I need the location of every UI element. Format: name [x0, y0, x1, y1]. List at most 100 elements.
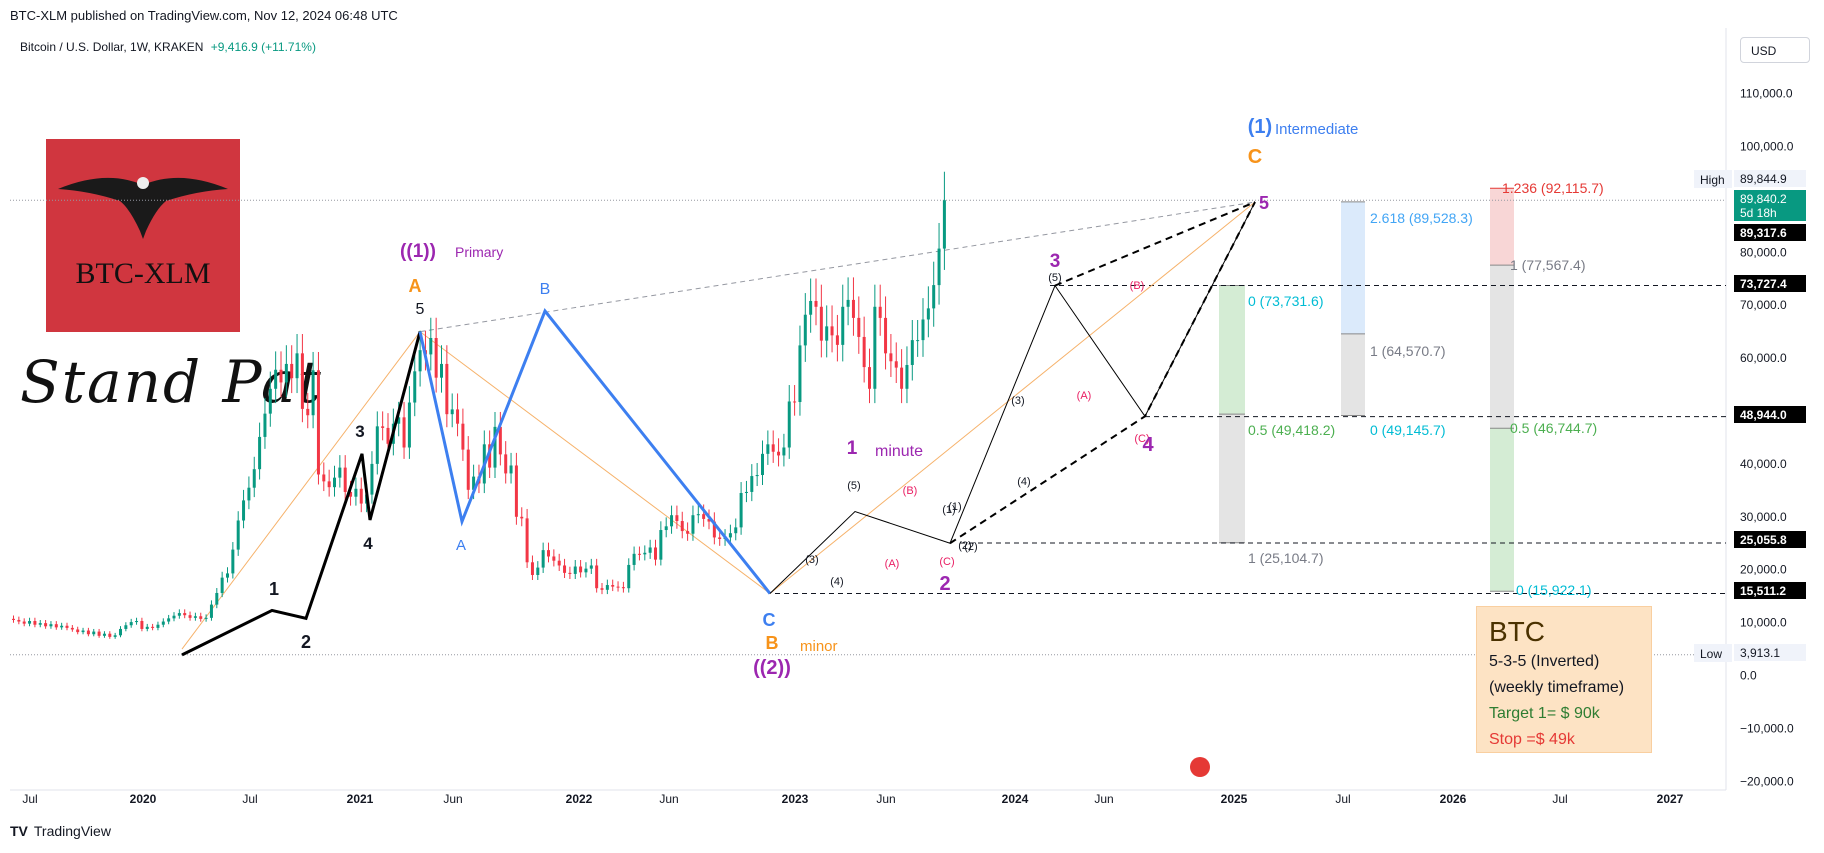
wave-label: 1	[269, 579, 279, 599]
candle-body	[429, 337, 433, 355]
candle-body	[488, 444, 492, 468]
price-tag-bg	[1734, 406, 1806, 423]
candle-body	[536, 567, 540, 575]
candle-body	[664, 526, 668, 531]
channel-lower-line	[949, 201, 1256, 545]
x-tick-label: Jun	[443, 792, 462, 806]
candle-body	[563, 565, 567, 573]
brand-logo: BTC-XLM	[46, 139, 240, 332]
candle-body	[605, 585, 609, 590]
wave-label: B	[540, 281, 551, 298]
currency-button[interactable]: USD	[1740, 37, 1810, 63]
x-tick-label: Jun	[876, 792, 895, 806]
candle-body	[386, 427, 390, 444]
candle-body	[509, 465, 513, 474]
wave-label: 4	[363, 534, 373, 553]
footer: TV TradingView	[10, 823, 111, 839]
candle-body	[397, 417, 401, 424]
candle-body	[274, 369, 278, 389]
candle-body	[236, 520, 240, 550]
candle-body	[49, 624, 53, 627]
candle-body	[349, 491, 353, 497]
candle-body	[65, 625, 69, 628]
candle-body	[28, 621, 32, 624]
candle-body	[17, 619, 21, 622]
y-tick-label: −20,000.0	[1740, 774, 1794, 788]
candle-body	[209, 604, 213, 618]
fib-zone-grey-2	[1341, 333, 1365, 416]
candle-body	[654, 547, 657, 560]
x-tick-label: Jun	[659, 792, 678, 806]
candle-body	[354, 488, 358, 497]
candle-body	[177, 613, 181, 616]
candle-body	[734, 527, 738, 534]
fib-zone-red-3	[1490, 188, 1514, 266]
wave-label: (1)	[942, 504, 955, 516]
fib-zone-green-3	[1490, 428, 1514, 592]
y-tick-label: 70,000.0	[1740, 298, 1787, 312]
candle-body	[659, 530, 663, 560]
candle-body	[375, 426, 379, 464]
candle-body	[172, 615, 176, 619]
candle-body	[466, 449, 470, 490]
candle-body	[440, 363, 443, 378]
candle-body	[279, 369, 283, 383]
candle-body	[113, 635, 117, 637]
candle-body	[525, 518, 529, 563]
candle-body	[868, 367, 871, 389]
price-tag: 73,727.4	[1740, 277, 1787, 291]
candle-body	[643, 552, 647, 555]
candle-body	[38, 623, 42, 625]
candle-body	[916, 340, 920, 342]
wave-label: A	[409, 276, 422, 296]
wave-label: 3	[355, 422, 364, 441]
fib-zone-green-1	[1219, 285, 1245, 415]
price-tag-bg	[1734, 190, 1806, 207]
candle-body	[846, 299, 850, 307]
candle-body	[621, 587, 625, 589]
wave-label: (1)	[1248, 116, 1272, 138]
y-tick-label: 100,000.0	[1740, 140, 1794, 154]
candle-body	[258, 436, 262, 470]
wave-label: A	[456, 537, 466, 554]
wave-label: C	[1248, 146, 1262, 168]
candle-body	[894, 361, 898, 368]
candle-body	[327, 481, 331, 488]
fib-label: 2.618 (89,528.3)	[1370, 210, 1473, 226]
candle-body	[739, 492, 743, 528]
wave-label: (3)	[805, 554, 818, 566]
y-tick-label: −10,000.0	[1740, 721, 1794, 735]
candle-body	[22, 621, 26, 624]
candle-body	[691, 515, 695, 534]
candle-body	[707, 518, 711, 522]
candle-body	[680, 521, 684, 532]
candle-body	[498, 426, 502, 455]
candle-body	[873, 306, 877, 389]
candle-body	[937, 248, 941, 286]
candle-body	[761, 453, 764, 476]
candle-body	[322, 474, 326, 482]
y-tick-label: 20,000.0	[1740, 563, 1787, 577]
candle-body	[825, 326, 829, 341]
candle-body	[472, 476, 476, 490]
candle-body	[530, 562, 534, 575]
candle-body	[932, 285, 936, 309]
x-tick-label: Jul	[22, 792, 37, 806]
candle-body	[199, 616, 203, 619]
candle-body	[263, 413, 267, 437]
candle-body	[862, 336, 866, 368]
impulse-wave-line	[181, 331, 422, 657]
candle-body	[889, 353, 893, 362]
wave-label: minute	[875, 443, 923, 460]
wave-label: 2	[301, 632, 311, 652]
price-tag: 3,913.1	[1740, 646, 1780, 660]
candle-body	[584, 568, 588, 573]
candle-body	[777, 451, 781, 456]
candle-body	[193, 616, 197, 618]
candle-body	[782, 447, 786, 456]
candle-body	[60, 625, 64, 628]
candle-body	[407, 402, 411, 448]
candle-body	[204, 617, 208, 619]
y-tick-label: 0.0	[1740, 669, 1757, 683]
